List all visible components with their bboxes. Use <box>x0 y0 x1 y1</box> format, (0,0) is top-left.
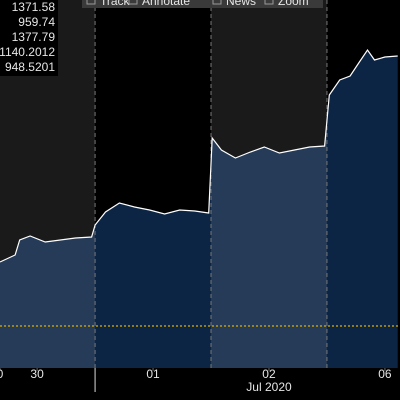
legend-value: 1371.58 <box>12 0 56 14</box>
area <box>0 50 398 368</box>
toolbar-icon <box>128 0 138 5</box>
x-tick-label: 06 <box>378 367 392 381</box>
legend-box <box>0 0 58 76</box>
legend-value: 1140.2012 <box>0 45 55 59</box>
x-tick-label: 01 <box>146 367 160 381</box>
legend-value: 948.5201 <box>5 60 55 74</box>
plot <box>0 0 400 368</box>
toolbar <box>82 0 323 8</box>
toolbar-button[interactable]: Annotate <box>142 0 190 8</box>
x-period-label: Jul 2020 <box>246 380 292 394</box>
legend-value: 959.74 <box>18 15 55 29</box>
toolbar-icon <box>264 0 274 5</box>
x-tick-label: 0 <box>0 367 4 381</box>
toolbar-icon <box>86 0 96 5</box>
day-shade <box>211 0 327 368</box>
legend-value: 1377.79 <box>12 30 56 44</box>
toolbar-icon <box>212 0 222 5</box>
price-line <box>0 48 398 263</box>
toolbar-button[interactable]: Track <box>100 0 131 8</box>
toolbar-button[interactable]: Zoom <box>278 0 309 8</box>
toolbar-button[interactable]: News <box>226 0 256 8</box>
x-axis-band <box>0 368 400 400</box>
x-tick-label: 30 <box>30 367 44 381</box>
x-tick-label: 02 <box>262 367 276 381</box>
